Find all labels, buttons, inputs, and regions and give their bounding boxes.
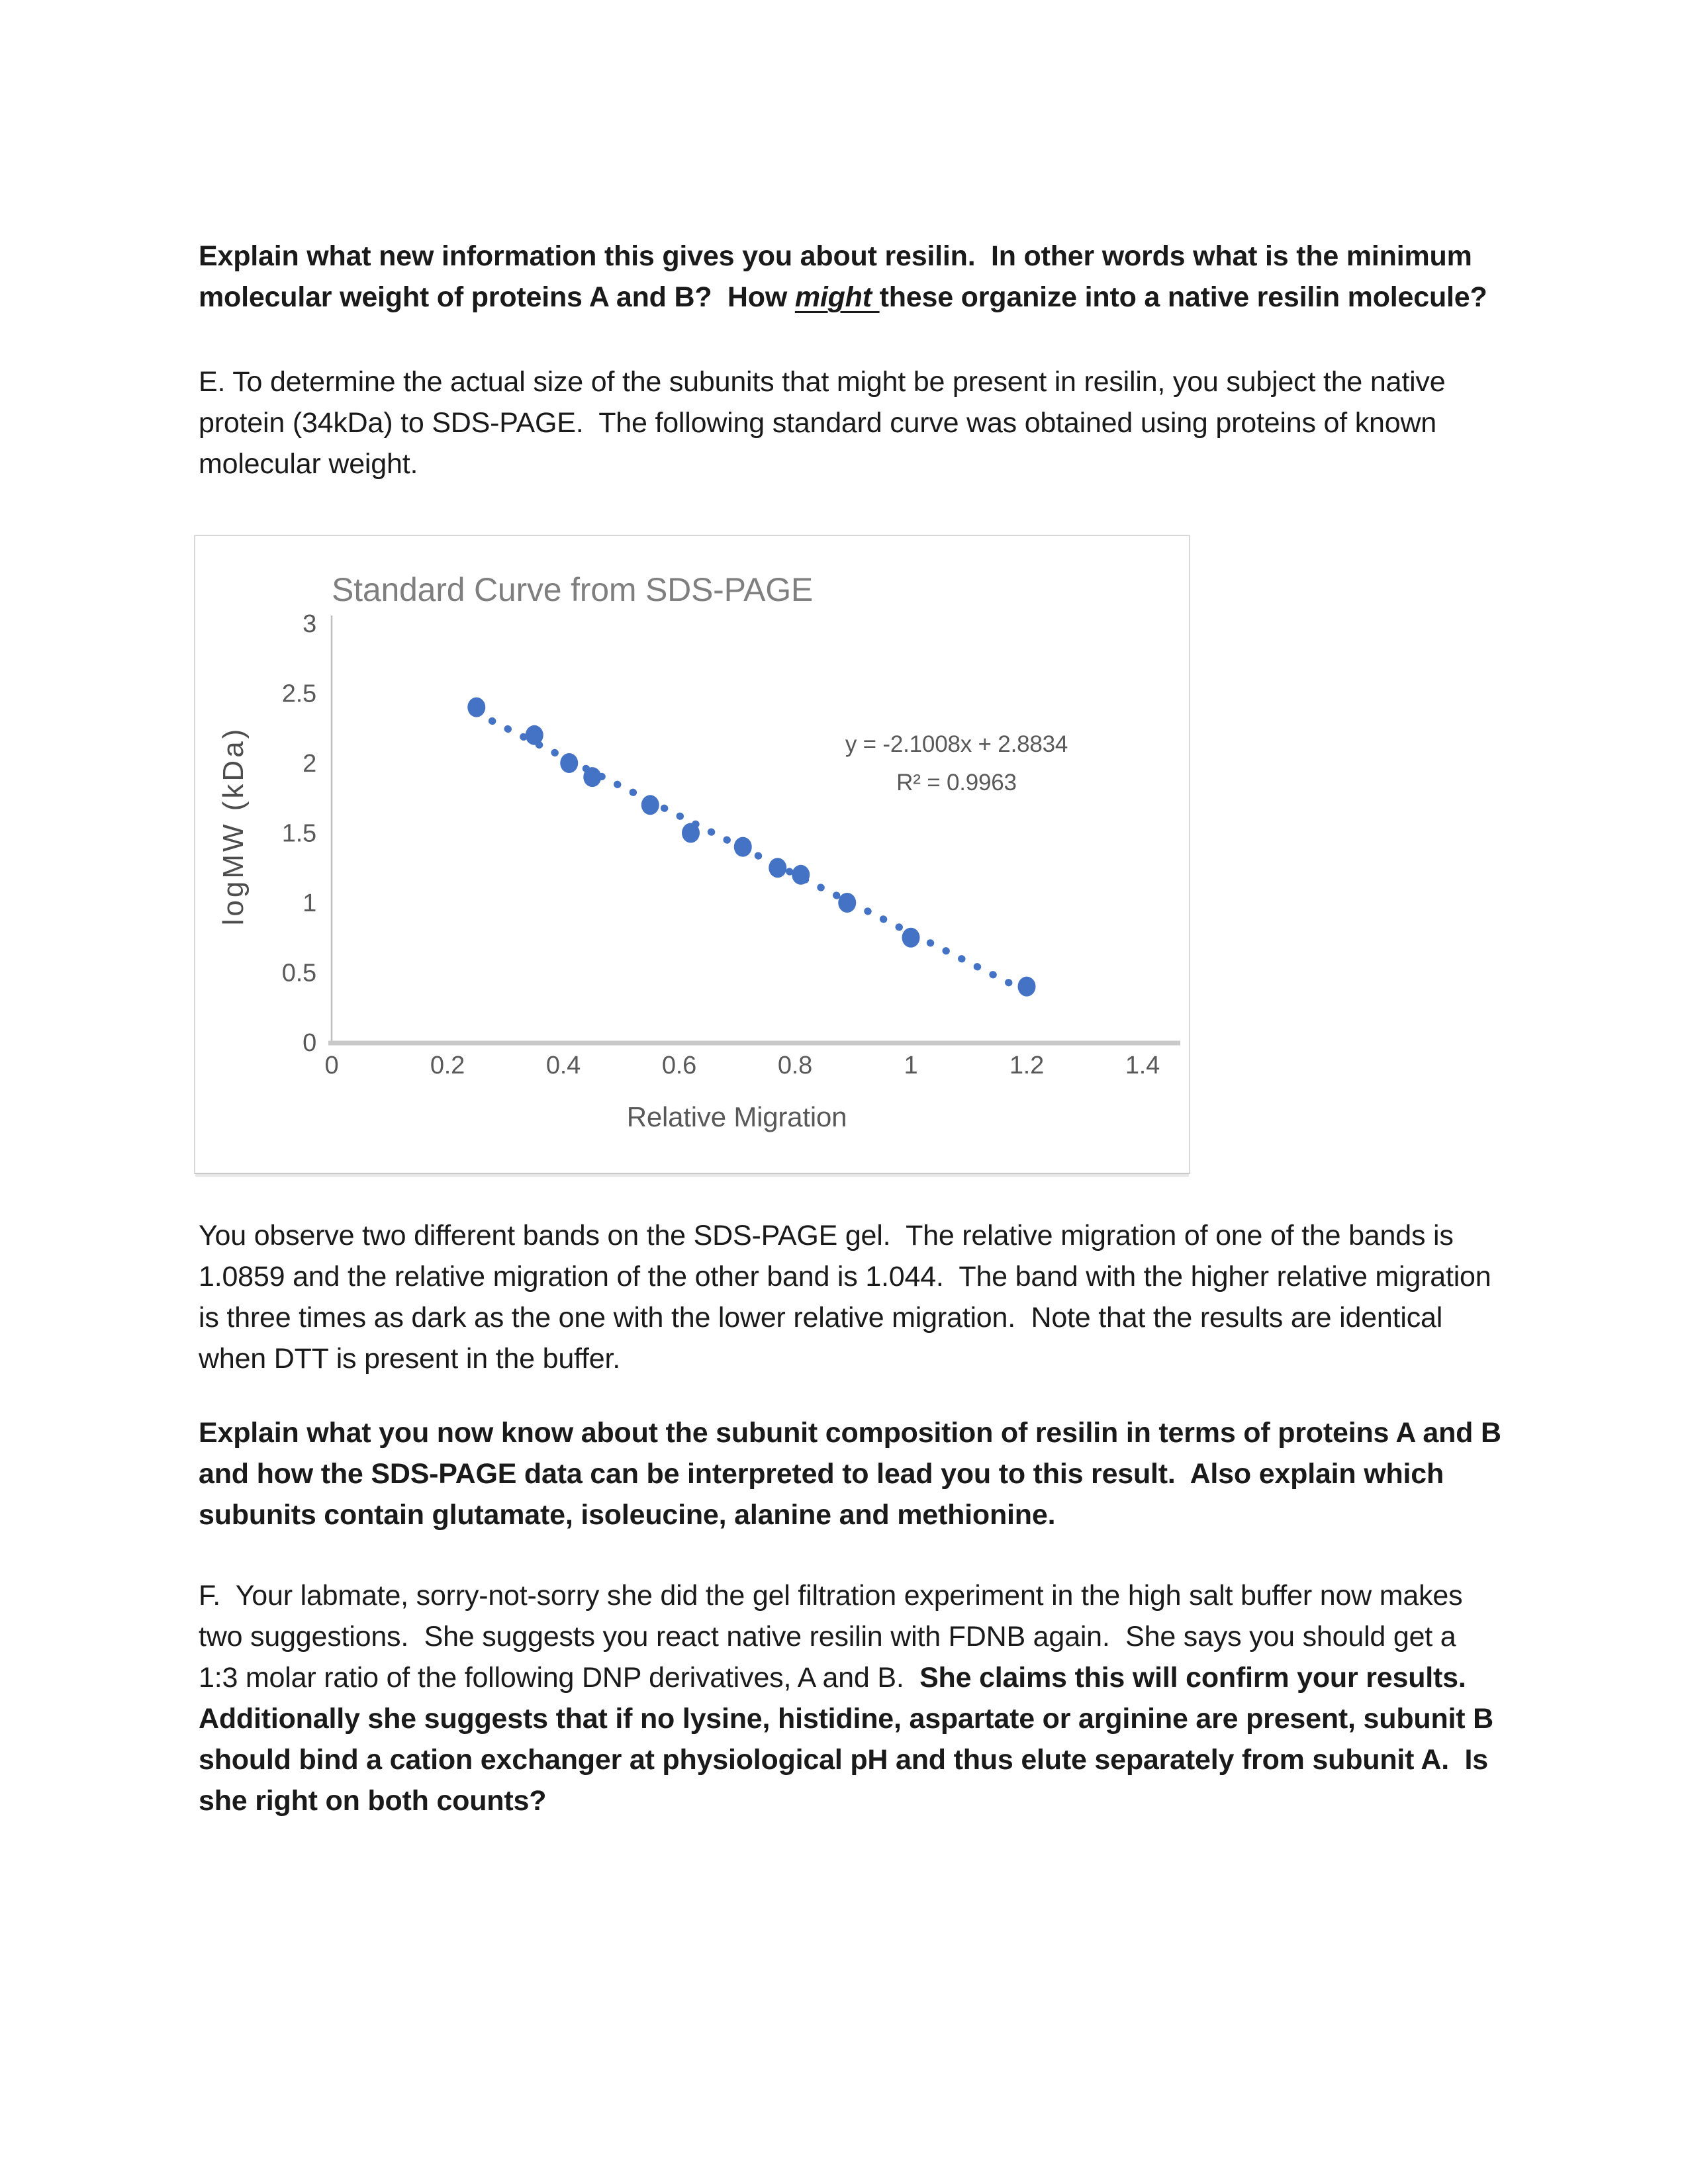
data-point xyxy=(560,753,579,773)
chart-title: Standard Curve from SDS-PAGE xyxy=(332,571,813,608)
intro-text-2: these organize into a native resilin mol… xyxy=(879,281,1487,313)
question-intro-paragraph: Explain what new information this gives … xyxy=(199,236,1503,318)
y-tick-label: 2 xyxy=(303,750,316,778)
y-tick-label: 1 xyxy=(303,889,316,917)
data-point xyxy=(641,795,659,815)
x-tick-label: 1 xyxy=(904,1052,918,1079)
observation-paragraph: You observe two different bands on the S… xyxy=(199,1220,1499,1375)
data-point xyxy=(525,725,543,745)
x-tick-label: 0.6 xyxy=(662,1052,696,1079)
y-axis-title: logMW (kDa) xyxy=(217,727,250,926)
data-point xyxy=(792,864,810,885)
y-tick-label: 1.5 xyxy=(282,820,316,848)
standard-curve-chart-svg: Standard Curve from SDS-PAGE 0 0.5 1 1.5 2 2.5… xyxy=(217,571,1180,1132)
subunit-question-paragraph: Explain what you now know about the subu… xyxy=(199,1417,1509,1531)
trendline-r-squared: R² = 0.9963 xyxy=(896,770,1017,796)
trendline-equation: y = -2.1008x + 2.8834 xyxy=(845,731,1068,757)
data-point xyxy=(733,837,752,857)
x-tick-label: 0.4 xyxy=(546,1052,581,1079)
data-point xyxy=(902,927,920,948)
x-tick-label: 0.2 xyxy=(430,1052,465,1079)
y-tick-label: 0.5 xyxy=(282,960,316,987)
x-tick-label: 0.8 xyxy=(778,1052,812,1079)
x-tick-label: 1.4 xyxy=(1125,1052,1160,1079)
y-tick-label: 0 xyxy=(303,1029,316,1057)
data-point xyxy=(769,858,787,878)
data-point xyxy=(1017,976,1036,997)
x-tick-label: 1.2 xyxy=(1009,1052,1044,1079)
data-point xyxy=(467,697,486,717)
y-tick-label: 3 xyxy=(303,610,316,638)
part-f-bold-text: She claims this will confirm your result… xyxy=(199,1662,1501,1817)
document-content: Explain what new information this gives … xyxy=(194,236,1509,1821)
x-axis-title: Relative Migration xyxy=(627,1101,847,1132)
part-f-normal-text: F. Your labmate, sorry-not-sorry she did… xyxy=(199,1580,1471,1694)
y-tick-label: 2.5 xyxy=(282,680,316,708)
data-point xyxy=(583,767,602,788)
data-point xyxy=(838,893,857,913)
data-point xyxy=(682,823,700,843)
intro-emphasis-might: might xyxy=(794,281,880,313)
standard-curve-chart: Standard Curve from SDS-PAGE 0 0.5 1 1.5 2 2.5… xyxy=(194,535,1190,1174)
part-e-paragraph: E. To determine the actual size of the s… xyxy=(199,366,1454,480)
part-f-paragraph: F. Your labmate, sorry-not-sorry she did… xyxy=(199,1575,1503,1821)
x-tick-label: 0 xyxy=(325,1052,339,1079)
intro-text-1: Explain what new information this gives … xyxy=(199,240,1480,313)
